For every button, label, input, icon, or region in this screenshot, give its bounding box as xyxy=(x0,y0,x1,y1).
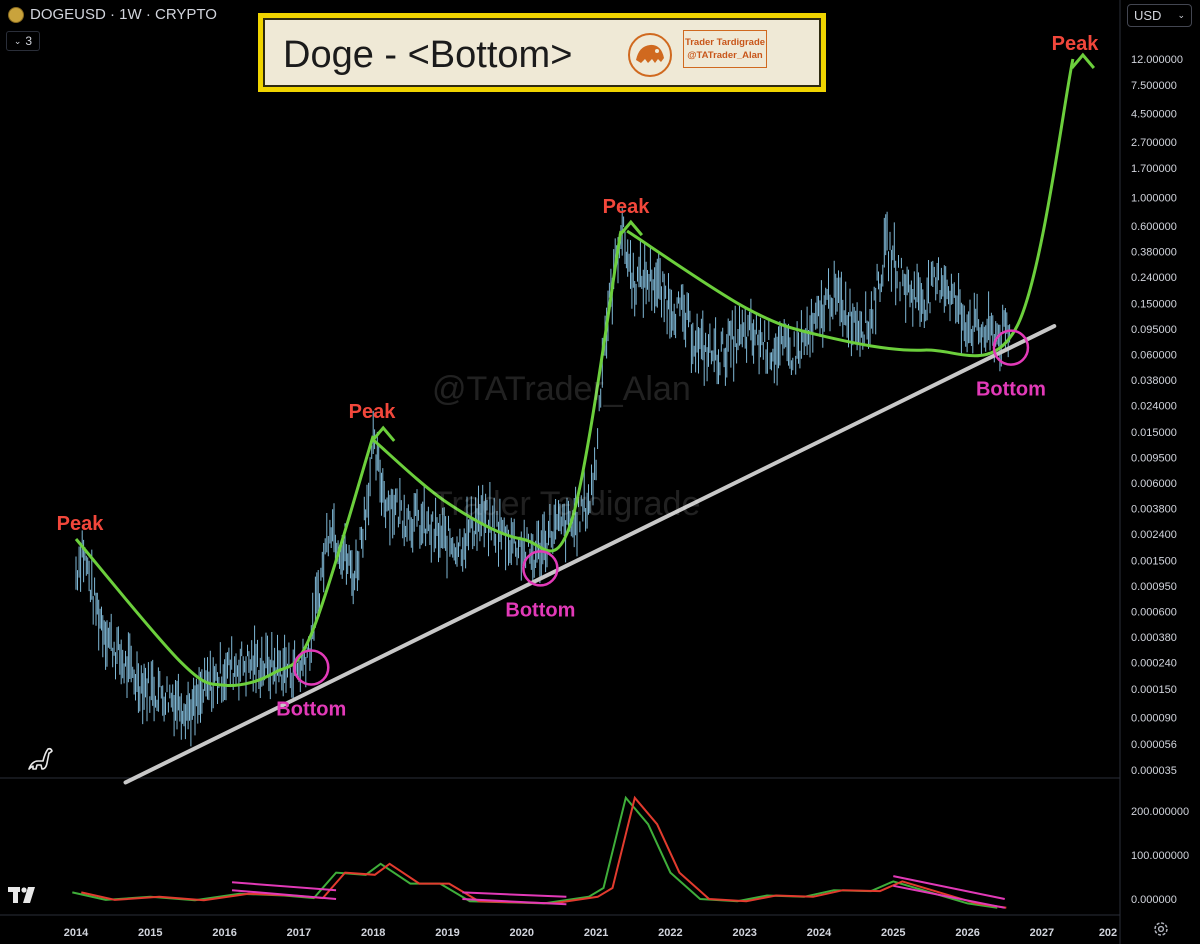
price-tick-label: 0.015000 xyxy=(1131,427,1177,439)
indicator-channel-line xyxy=(462,898,567,906)
time-tick-label: 2016 xyxy=(212,927,236,939)
credit-name: Trader Tardigrade xyxy=(684,37,766,48)
price-tick-label: 0.000150 xyxy=(1131,684,1177,696)
time-tick-label: 2024 xyxy=(807,927,832,939)
tradingview-logo-icon[interactable] xyxy=(8,885,40,905)
time-tick-label: 2017 xyxy=(287,927,311,939)
time-axis: 2014 2015 2016 2017 2018 2019 2020 2021 2022 2023… xyxy=(64,927,1117,939)
peak-label: Peak xyxy=(57,513,105,535)
indicator-axis: 200.000000 100.000000 0.000000 xyxy=(1131,806,1189,906)
indicator-series xyxy=(72,795,1007,909)
indicator-count: 3 xyxy=(25,34,33,48)
price-tick-label: 0.060000 xyxy=(1131,350,1177,362)
price-tick-label: 12.000000 xyxy=(1131,54,1183,66)
time-tick-label: 2025 xyxy=(881,927,905,939)
price-tick-label: 0.000056 xyxy=(1131,739,1177,751)
doge-coin-icon xyxy=(8,6,24,23)
time-tick-label: 2027 xyxy=(1030,927,1054,939)
support-trendline xyxy=(123,324,1057,785)
price-tick-label: 4.500000 xyxy=(1131,109,1177,121)
time-tick-label: 2019 xyxy=(435,927,459,939)
price-tick-label: 0.009500 xyxy=(1131,452,1177,464)
price-tick-label: 0.240000 xyxy=(1131,272,1177,284)
time-tick-label: 202 xyxy=(1099,927,1117,939)
dinosaur-icon[interactable] xyxy=(26,745,54,773)
tardigrade-logo-icon xyxy=(628,33,672,77)
time-tick-label: 2020 xyxy=(510,927,534,939)
price-tick-label: 0.600000 xyxy=(1131,221,1177,233)
price-bars xyxy=(75,208,1011,747)
price-tick-label: 7.500000 xyxy=(1131,80,1177,92)
price-tick-label: 0.000090 xyxy=(1131,712,1177,724)
indicator-channel-line xyxy=(893,884,1005,909)
cycle-curve xyxy=(372,230,623,553)
peak-arrowhead xyxy=(1070,52,1096,69)
symbol-text: DOGEUSD · 1W · CRYPTO xyxy=(30,6,217,23)
price-tick-label: 0.150000 xyxy=(1131,298,1177,310)
price-series xyxy=(75,208,1011,747)
price-axis: 12.000000 7.500000 4.500000 2.700000 1.70000… xyxy=(1131,54,1183,777)
bottom-circle xyxy=(522,550,559,587)
currency-selector[interactable]: USD ⌄ xyxy=(1127,4,1192,27)
time-tick-label: 2014 xyxy=(64,927,89,939)
title-banner-inner: Doge - <Bottom> Trader Tardigrade @TATra… xyxy=(263,18,821,87)
price-tick-label: 0.002400 xyxy=(1131,529,1177,541)
indicator-channel-line xyxy=(231,881,337,892)
credit-handle: @TATrader_Alan xyxy=(687,50,763,61)
time-tick-label: 2015 xyxy=(138,927,162,939)
indicator-tick-label: 0.000000 xyxy=(1131,894,1177,906)
symbol-header[interactable]: DOGEUSD · 1W · CRYPTO xyxy=(8,6,217,23)
price-tick-label: 0.000240 xyxy=(1131,658,1177,670)
price-tick-label: 0.003800 xyxy=(1131,504,1177,516)
peak-arrowhead xyxy=(371,425,396,442)
peak-arrowhead xyxy=(618,219,644,237)
chevron-down-icon: ⌄ xyxy=(13,35,22,46)
bottom-circle xyxy=(293,649,330,686)
indicator-channel-line xyxy=(893,875,1005,900)
time-tick-label: 2022 xyxy=(658,927,682,939)
time-tick-label: 2023 xyxy=(732,927,756,939)
annotations-layer: Peak Peak Peak Peak Bottom Bottom Bottom xyxy=(57,33,1100,785)
price-tick-label: 0.000380 xyxy=(1131,632,1177,644)
indicator-channel-line xyxy=(462,891,567,898)
title-banner: Doge - <Bottom> Trader Tardigrade @TATra… xyxy=(258,13,826,92)
price-tick-label: 0.000950 xyxy=(1131,581,1177,593)
indicator-tick-label: 100.000000 xyxy=(1131,850,1189,862)
cycle-curve xyxy=(74,435,375,688)
settings-gear-icon[interactable] xyxy=(1152,920,1170,938)
credit-box: Trader Tardigrade @TATrader_Alan xyxy=(683,30,767,68)
cycle-curve xyxy=(626,58,1075,358)
peak-label: Peak xyxy=(1052,33,1100,55)
price-tick-label: 1.000000 xyxy=(1131,193,1177,205)
indicator-channel-line xyxy=(231,889,337,900)
watermark-name: Trader Tardigrade xyxy=(432,485,701,523)
time-tick-label: 2021 xyxy=(584,927,608,939)
price-tick-label: 0.095000 xyxy=(1131,324,1177,336)
price-tick-label: 1.700000 xyxy=(1131,163,1177,175)
bottom-label: Bottom xyxy=(276,698,346,720)
price-tick-label: 0.006000 xyxy=(1131,478,1177,490)
indicator-slow-line xyxy=(81,795,1007,909)
peak-label: Peak xyxy=(349,401,397,423)
price-tick-label: 0.000600 xyxy=(1131,606,1177,618)
price-tick-label: 0.038000 xyxy=(1131,375,1177,387)
time-tick-label: 2018 xyxy=(361,927,385,939)
peak-label: Peak xyxy=(603,196,651,218)
price-tick-label: 2.700000 xyxy=(1131,137,1177,149)
chevron-down-icon: ⌄ xyxy=(1177,10,1185,20)
currency-label: USD xyxy=(1134,8,1162,23)
price-tick-label: 0.024000 xyxy=(1131,401,1177,413)
watermark-handle: @TATrader_Alan xyxy=(432,370,691,408)
price-tick-label: 0.380000 xyxy=(1131,247,1177,259)
bottom-label: Bottom xyxy=(976,379,1046,401)
price-tick-label: 0.001500 xyxy=(1131,555,1177,567)
bottom-circle xyxy=(992,329,1030,366)
indicator-collapse-toggle[interactable]: ⌄ 3 xyxy=(6,31,40,51)
time-tick-label: 2026 xyxy=(955,927,979,939)
bottom-label: Bottom xyxy=(505,599,575,621)
indicator-tick-label: 200.000000 xyxy=(1131,806,1189,818)
price-tick-label: 0.000035 xyxy=(1131,765,1177,777)
chart-title: Doge - <Bottom> xyxy=(283,34,573,76)
